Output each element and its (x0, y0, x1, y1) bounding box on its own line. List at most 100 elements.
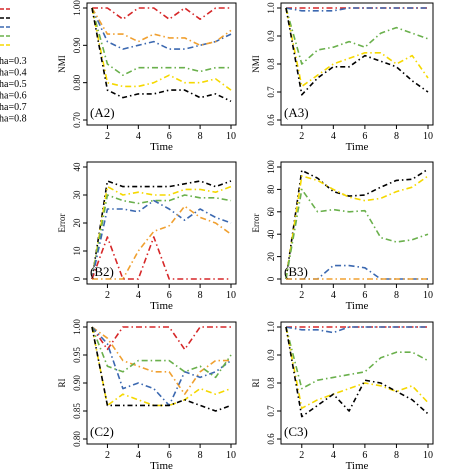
y-tick-label: 20 (266, 252, 276, 262)
y-tick-label: 0.7 (266, 405, 276, 417)
y-tick-label: 30 (72, 190, 82, 200)
plot-frame (280, 161, 434, 285)
y-tick-label: 0.8 (266, 377, 276, 389)
y-tick-label: 1.00 (72, 0, 82, 16)
x-tick-label: 4 (136, 450, 141, 461)
series-line-green (285, 7, 429, 65)
series-line-blue (285, 326, 428, 334)
y-tick-label: 0.90 (72, 37, 82, 53)
y-tick-label: 40 (72, 162, 82, 172)
series-line-blue (91, 326, 232, 407)
y-tick-label: 0.9 (266, 349, 276, 361)
series-line-blue (91, 199, 232, 280)
y-tick-label: 40 (266, 229, 276, 239)
panel-annotation: (A3) (284, 105, 309, 120)
y-axis-label: RI (251, 378, 261, 387)
x-tick-label: 10 (423, 131, 433, 142)
y-tick-label: 0.90 (72, 375, 82, 391)
y-tick-label: 1.0 (266, 321, 276, 333)
series-line-yellow (285, 7, 429, 88)
x-tick-label: 8 (394, 290, 399, 301)
series-line-red (91, 326, 231, 351)
series-line-blue (91, 7, 232, 50)
x-axis-label: Time (346, 300, 369, 312)
panel-annotation: (C3) (284, 424, 308, 439)
x-tick-label: 10 (226, 450, 236, 461)
y-tick-label: 0.70 (72, 112, 82, 128)
x-tick-label: 8 (394, 450, 399, 461)
x-tick-label: 8 (198, 131, 203, 142)
series-line-green (91, 194, 232, 280)
x-tick-label: 2 (105, 450, 110, 461)
series-line-green (91, 7, 231, 76)
y-tick-label: 80 (266, 184, 276, 194)
x-tick-label: 8 (198, 290, 203, 301)
y-tick-label: 0.80 (72, 431, 82, 447)
legend-entry: ha=0.5 (0, 79, 27, 90)
x-tick-label: 4 (136, 131, 141, 142)
panel-a3: 2 4 6 8 10 0.6 0.7 0.8 0.9 1.0 Time NMI (A3) (251, 2, 434, 153)
y-axis-label: RI (57, 378, 67, 387)
y-tick-label: 0.6 (266, 433, 276, 445)
y-axis-label: NMI (57, 55, 67, 73)
x-tick-label: 2 (299, 450, 304, 461)
x-tick-label: 6 (167, 450, 172, 461)
series-line-yellow (285, 175, 429, 280)
x-tick-label: 2 (105, 131, 110, 142)
x-tick-label: 10 (423, 290, 433, 301)
series-line-green (91, 326, 232, 379)
series-line-black (91, 7, 232, 103)
series-line-black (285, 326, 429, 418)
panel-annotation: (C2) (90, 424, 114, 439)
y-tick-label: 20 (72, 218, 82, 228)
x-tick-label: 10 (423, 450, 433, 461)
series-line-yellow (91, 185, 232, 280)
x-tick-label: 4 (331, 450, 336, 461)
series-line-orange (91, 326, 231, 396)
series-line-orange (91, 7, 232, 47)
series-line-yellow (91, 326, 232, 407)
x-tick-label: 2 (299, 290, 304, 301)
legend-entry: ha=0.8 (0, 114, 27, 125)
series-line-black (91, 326, 232, 412)
x-axis-label: Time (150, 141, 173, 153)
y-tick-label: 0.6 (266, 114, 276, 126)
series-line-black (91, 180, 232, 280)
x-tick-label: 2 (105, 290, 110, 301)
panel-annotation: (B3) (284, 264, 308, 279)
legend-entry: ha=0.7 (0, 102, 27, 113)
x-tick-label: 8 (394, 131, 399, 142)
series-line-black (285, 168, 429, 280)
x-axis-label: Time (346, 141, 369, 153)
plot-frame (86, 2, 237, 126)
x-tick-label: 6 (167, 290, 172, 301)
panel-c2: 2 4 6 8 10 0.80 0.85 0.90 0.95 1.00 Time RI (C2) (57, 319, 237, 472)
series-line-black (285, 7, 429, 96)
series-line-yellow (91, 7, 232, 91)
x-tick-label: 2 (299, 131, 304, 142)
panel-annotation: (B2) (90, 264, 114, 279)
series-line-yellow (285, 326, 429, 410)
series-line-red (91, 236, 231, 280)
x-tick-label: 4 (331, 290, 336, 301)
panel-c3: 2 4 6 8 10 0.6 0.7 0.8 0.9 1.0 Time RI (C3) (251, 321, 434, 472)
x-axis-label: Time (346, 460, 369, 472)
y-tick-label: 0.9 (266, 30, 276, 42)
y-tick-label: 0 (266, 276, 276, 281)
series-line-green (285, 326, 429, 390)
y-tick-label: 1.00 (72, 319, 82, 335)
series-line-orange (92, 205, 232, 280)
y-tick-label: 0.8 (266, 58, 276, 70)
y-axis-label: NMI (251, 55, 261, 73)
legend: ha=0.3ha=0.4ha=0.5ha=0.6ha=0.7ha=0.8 (0, 8, 27, 125)
panel-b2: 2 4 6 8 10 0 10 20 30 40 Time Error (B2) (57, 161, 237, 312)
x-tick-label: 4 (136, 290, 141, 301)
y-tick-label: 100 (266, 160, 276, 174)
y-axis-label: Error (57, 214, 67, 233)
y-axis-label: Error (251, 214, 261, 233)
y-tick-label: 10 (72, 246, 82, 256)
x-tick-label: 6 (362, 290, 367, 301)
x-tick-label: 8 (198, 450, 203, 461)
y-tick-label: 1.0 (266, 2, 276, 14)
